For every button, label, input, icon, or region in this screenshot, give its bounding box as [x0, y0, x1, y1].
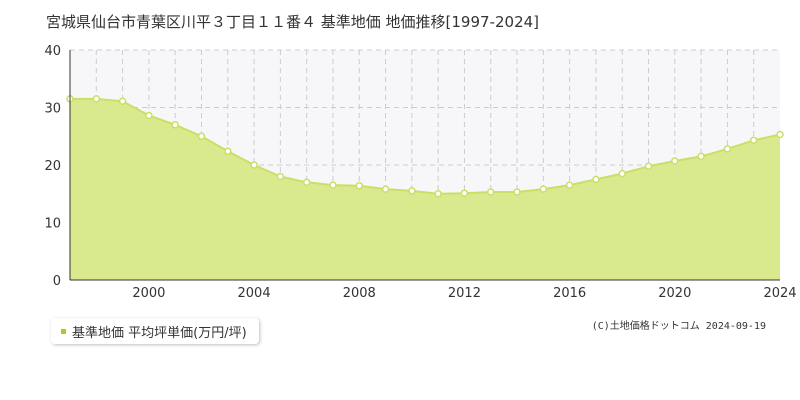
data-point — [381, 185, 390, 193]
data-point — [434, 190, 442, 198]
data-point — [118, 97, 127, 105]
data-points — [66, 95, 784, 198]
y-tick-label: 30 — [44, 102, 61, 117]
data-point — [486, 188, 495, 196]
data-point — [250, 161, 258, 169]
data-point — [460, 189, 469, 197]
legend: 基準地価 平均坪単価(万円/坪) — [51, 318, 259, 344]
y-tick-label: 20 — [44, 159, 61, 174]
data-point — [539, 185, 548, 193]
x-tick-label: 2016 — [553, 286, 586, 301]
legend-label: 基準地価 平均坪単価(万円/坪) — [72, 325, 247, 341]
data-point — [355, 181, 364, 190]
x-tick-label: 2000 — [132, 286, 165, 301]
data-point — [749, 136, 758, 145]
x-tick-label: 2008 — [343, 286, 376, 301]
y-tick-label: 10 — [44, 217, 61, 232]
data-point — [723, 145, 732, 153]
data-point — [197, 132, 206, 141]
x-tick-labels: 2000 2004 2008 2012 2016 2020 2024 — [132, 286, 796, 301]
data-point — [592, 175, 600, 184]
data-point — [618, 169, 626, 178]
data-point — [671, 157, 679, 165]
data-point — [171, 121, 179, 129]
data-point — [145, 111, 153, 120]
chart-title: 宮城県仙台市青葉区川平３丁目１１番４ 基準地価 地価推移[1997-2024] — [46, 13, 539, 31]
area-fill — [70, 98, 780, 281]
x-tick-label: 2012 — [448, 286, 481, 301]
series-line — [70, 97, 781, 195]
data-point — [276, 172, 285, 181]
data-point — [224, 147, 232, 155]
data-point — [776, 130, 784, 139]
data-point — [408, 187, 416, 195]
x-tick-label: 2004 — [238, 286, 271, 301]
x-tick-label: 2020 — [658, 286, 691, 301]
legend-swatch-icon — [61, 328, 66, 334]
data-point — [302, 178, 311, 187]
y-tick-labels: 0 10 20 30 40 — [44, 44, 61, 289]
data-point — [329, 181, 337, 189]
axes — [69, 50, 780, 281]
y-tick-label: 40 — [44, 44, 61, 59]
data-point — [92, 95, 101, 103]
y-tick-label: 0 — [53, 274, 61, 289]
data-point — [644, 162, 653, 170]
credit-text: (C)土地価格ドットコム 2024-09-19 — [592, 319, 766, 332]
x-tick-label: 2024 — [763, 286, 796, 301]
data-point — [513, 188, 521, 196]
data-point — [697, 152, 705, 161]
data-point — [565, 181, 574, 189]
